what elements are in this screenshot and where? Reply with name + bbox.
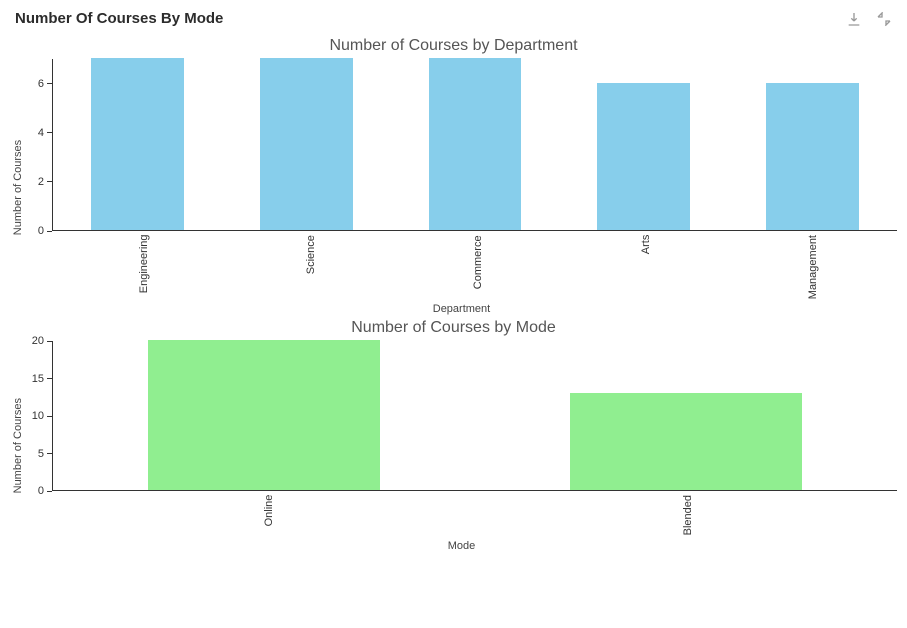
- y-axis: 6420: [26, 59, 52, 231]
- x-axis: Online Blended: [60, 495, 897, 535]
- bar: [570, 393, 802, 491]
- bar: [429, 58, 522, 230]
- xtick-label: Management: [807, 235, 819, 299]
- x-axis-label: Department: [26, 303, 897, 315]
- header-icons: [846, 11, 892, 27]
- x-axis: Engineering Science Commerce Arts Management: [60, 235, 897, 299]
- bar: [148, 340, 380, 490]
- ytick-label: 0: [38, 225, 44, 237]
- ytick-label: 5: [38, 448, 44, 460]
- ytick-label: 10: [32, 410, 44, 422]
- ytick-label: 20: [32, 335, 44, 347]
- page-header: Number Of Courses By Mode: [10, 10, 897, 35]
- bar: [260, 58, 353, 230]
- bar: [597, 83, 690, 230]
- chart-title: Number of Courses by Mode: [10, 319, 897, 337]
- y-axis-label: Number of Courses: [10, 59, 26, 315]
- ytick-label: 4: [38, 127, 44, 139]
- ytick-label: 2: [38, 176, 44, 188]
- xtick-label: Science: [305, 235, 317, 299]
- plot-area: [52, 341, 897, 491]
- plot-area: [52, 59, 897, 231]
- bar: [91, 58, 184, 230]
- ytick-label: 0: [38, 485, 44, 497]
- xtick-label: Blended: [682, 495, 694, 535]
- chart-courses-by-mode: Number of Courses by Mode Number of Cour…: [10, 319, 897, 551]
- y-axis: 20151050: [26, 341, 52, 491]
- x-axis-label: Mode: [26, 540, 897, 552]
- collapse-icon[interactable]: [876, 11, 892, 27]
- xtick-label: Online: [263, 495, 275, 535]
- page-title: Number Of Courses By Mode: [15, 10, 223, 27]
- download-icon[interactable]: [846, 11, 862, 27]
- ytick-label: 6: [38, 78, 44, 90]
- bar: [766, 83, 859, 230]
- y-axis-label: Number of Courses: [10, 341, 26, 551]
- xtick-label: Engineering: [138, 235, 150, 299]
- xtick-label: Commerce: [472, 235, 484, 299]
- chart-title: Number of Courses by Department: [10, 37, 897, 55]
- chart-courses-by-department: Number of Courses by Department Number o…: [10, 37, 897, 315]
- ytick-label: 15: [32, 373, 44, 385]
- xtick-label: Arts: [640, 235, 652, 299]
